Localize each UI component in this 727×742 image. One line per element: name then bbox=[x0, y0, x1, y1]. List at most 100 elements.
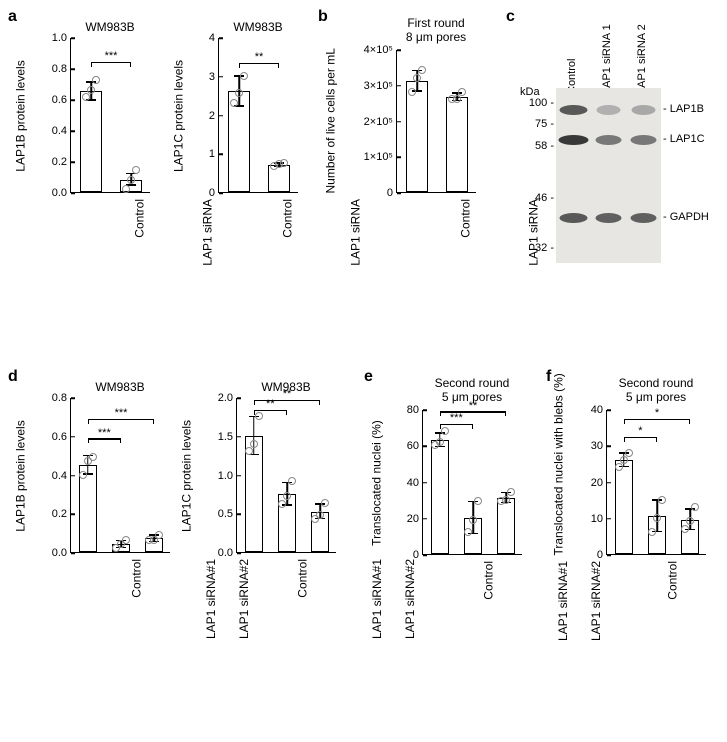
plot-area: 0.00.51.01.52.0**** bbox=[236, 398, 336, 553]
data-point bbox=[507, 488, 515, 496]
y-tick: 0 bbox=[209, 187, 219, 199]
y-tick: 0.0 bbox=[52, 187, 71, 199]
data-point bbox=[278, 500, 286, 508]
blot-mw-marker: 100 - bbox=[522, 97, 554, 109]
panel-label: d bbox=[8, 368, 18, 386]
data-point bbox=[458, 88, 466, 96]
data-point bbox=[245, 447, 253, 455]
y-tick: 2×10⁵ bbox=[364, 116, 397, 128]
data-point bbox=[691, 503, 699, 511]
y-tick: 2.0 bbox=[218, 392, 237, 404]
data-point bbox=[127, 176, 135, 184]
data-point bbox=[436, 438, 444, 446]
y-tick: 1.5 bbox=[218, 431, 237, 443]
data-point bbox=[441, 427, 449, 435]
data-point bbox=[625, 449, 633, 457]
panel-label: e bbox=[364, 368, 373, 386]
x-category-label: Control bbox=[129, 559, 143, 598]
data-point bbox=[418, 66, 426, 74]
plot-area: 010203040** bbox=[606, 410, 706, 555]
blot-mw-marker: 32 - bbox=[522, 242, 554, 254]
data-point bbox=[615, 463, 623, 471]
data-point bbox=[87, 86, 95, 94]
panel-f: f010203040**Second round5 μm poresTransl… bbox=[546, 368, 726, 738]
panel-label: c bbox=[506, 8, 515, 26]
data-point bbox=[230, 99, 238, 107]
data-point bbox=[316, 511, 324, 519]
panel-d: d0.00.20.40.60.8******WM983BLAP1B protei… bbox=[8, 368, 348, 738]
data-point bbox=[122, 185, 130, 193]
significance-label: * bbox=[638, 425, 642, 437]
y-tick: 3 bbox=[209, 71, 219, 83]
data-point bbox=[408, 88, 416, 96]
data-point bbox=[453, 95, 461, 103]
blot-mw-marker: 75 - bbox=[522, 118, 554, 130]
significance-label: ** bbox=[255, 51, 264, 63]
x-category-label: LAP1 siRNA bbox=[201, 199, 215, 266]
significance-label: *** bbox=[115, 407, 128, 419]
chart-title: Second round5 μm pores bbox=[422, 376, 522, 404]
data-point bbox=[502, 496, 510, 504]
data-point bbox=[250, 440, 258, 448]
bar bbox=[497, 498, 515, 554]
data-point bbox=[155, 531, 163, 539]
y-tick: 1.0 bbox=[218, 470, 237, 482]
y-tick: 40 bbox=[407, 477, 423, 489]
data-point bbox=[235, 89, 243, 97]
x-category-label: LAP1 siRNA#2 bbox=[237, 559, 251, 639]
y-axis-label: LAP1C protein levels bbox=[179, 398, 193, 553]
data-point bbox=[413, 74, 421, 82]
y-tick: 3×10⁵ bbox=[364, 80, 397, 92]
panel-a: a0.00.20.40.60.81.0***WM983BLAP1B protei… bbox=[8, 8, 318, 318]
data-point bbox=[681, 525, 689, 533]
data-point bbox=[122, 536, 130, 544]
plot-area: 01234** bbox=[218, 38, 298, 193]
bar bbox=[80, 91, 102, 192]
chart-title: WM983B bbox=[70, 380, 170, 394]
y-axis-label: LAP1B protein levels bbox=[13, 398, 27, 553]
data-point bbox=[92, 76, 100, 84]
significance-label: ** bbox=[266, 398, 275, 410]
bar bbox=[446, 97, 468, 192]
y-tick: 4×10⁵ bbox=[364, 44, 397, 56]
y-tick: 0.0 bbox=[52, 547, 71, 559]
data-point bbox=[620, 456, 628, 464]
y-tick: 0 bbox=[387, 187, 397, 199]
y-tick: 60 bbox=[407, 440, 423, 452]
chart-title: First round8 μm pores bbox=[396, 16, 476, 44]
blot-mw-marker: 46 - bbox=[522, 192, 554, 204]
y-tick: 1 bbox=[209, 148, 219, 160]
panel-e: e 020406080***** Second round5 μm pores Tra… bbox=[364, 368, 544, 738]
data-point bbox=[469, 516, 477, 524]
y-tick: 0.6 bbox=[52, 94, 71, 106]
y-tick: 0.8 bbox=[52, 392, 71, 404]
y-tick: 0.0 bbox=[218, 547, 237, 559]
x-category-label: Control bbox=[295, 559, 309, 598]
y-tick: 0.4 bbox=[52, 470, 71, 482]
y-tick: 0.4 bbox=[52, 125, 71, 137]
x-category-label: Control bbox=[481, 561, 495, 600]
blot-band-label: - GAPDH bbox=[663, 211, 709, 223]
data-point bbox=[464, 528, 472, 536]
y-tick: 1×10⁵ bbox=[364, 151, 397, 163]
data-point bbox=[653, 514, 661, 522]
blot-image bbox=[556, 88, 661, 263]
panel-b: b01×10⁵2×10⁵3×10⁵4×10⁵First round8 μm po… bbox=[318, 8, 498, 318]
y-axis-label: Translocated nuclei (%) bbox=[369, 410, 383, 555]
data-point bbox=[89, 453, 97, 461]
y-axis-label: Number of live cells per mL bbox=[323, 50, 337, 193]
data-point bbox=[79, 471, 87, 479]
plot-area: 020406080***** bbox=[422, 410, 522, 555]
y-tick: 30 bbox=[591, 440, 607, 452]
significance-label: *** bbox=[450, 412, 463, 424]
blot-lane-label: LAP1 siRNA 2 bbox=[636, 24, 648, 94]
y-tick: 0 bbox=[597, 549, 607, 561]
data-point bbox=[280, 159, 288, 167]
chart-title: WM983B bbox=[236, 380, 336, 394]
data-point bbox=[82, 93, 90, 101]
blot-band-label: - LAP1B bbox=[663, 103, 704, 115]
x-category-label: Control bbox=[459, 199, 473, 238]
data-point bbox=[686, 517, 694, 525]
data-point bbox=[658, 496, 666, 504]
y-tick: 0.2 bbox=[52, 508, 71, 520]
